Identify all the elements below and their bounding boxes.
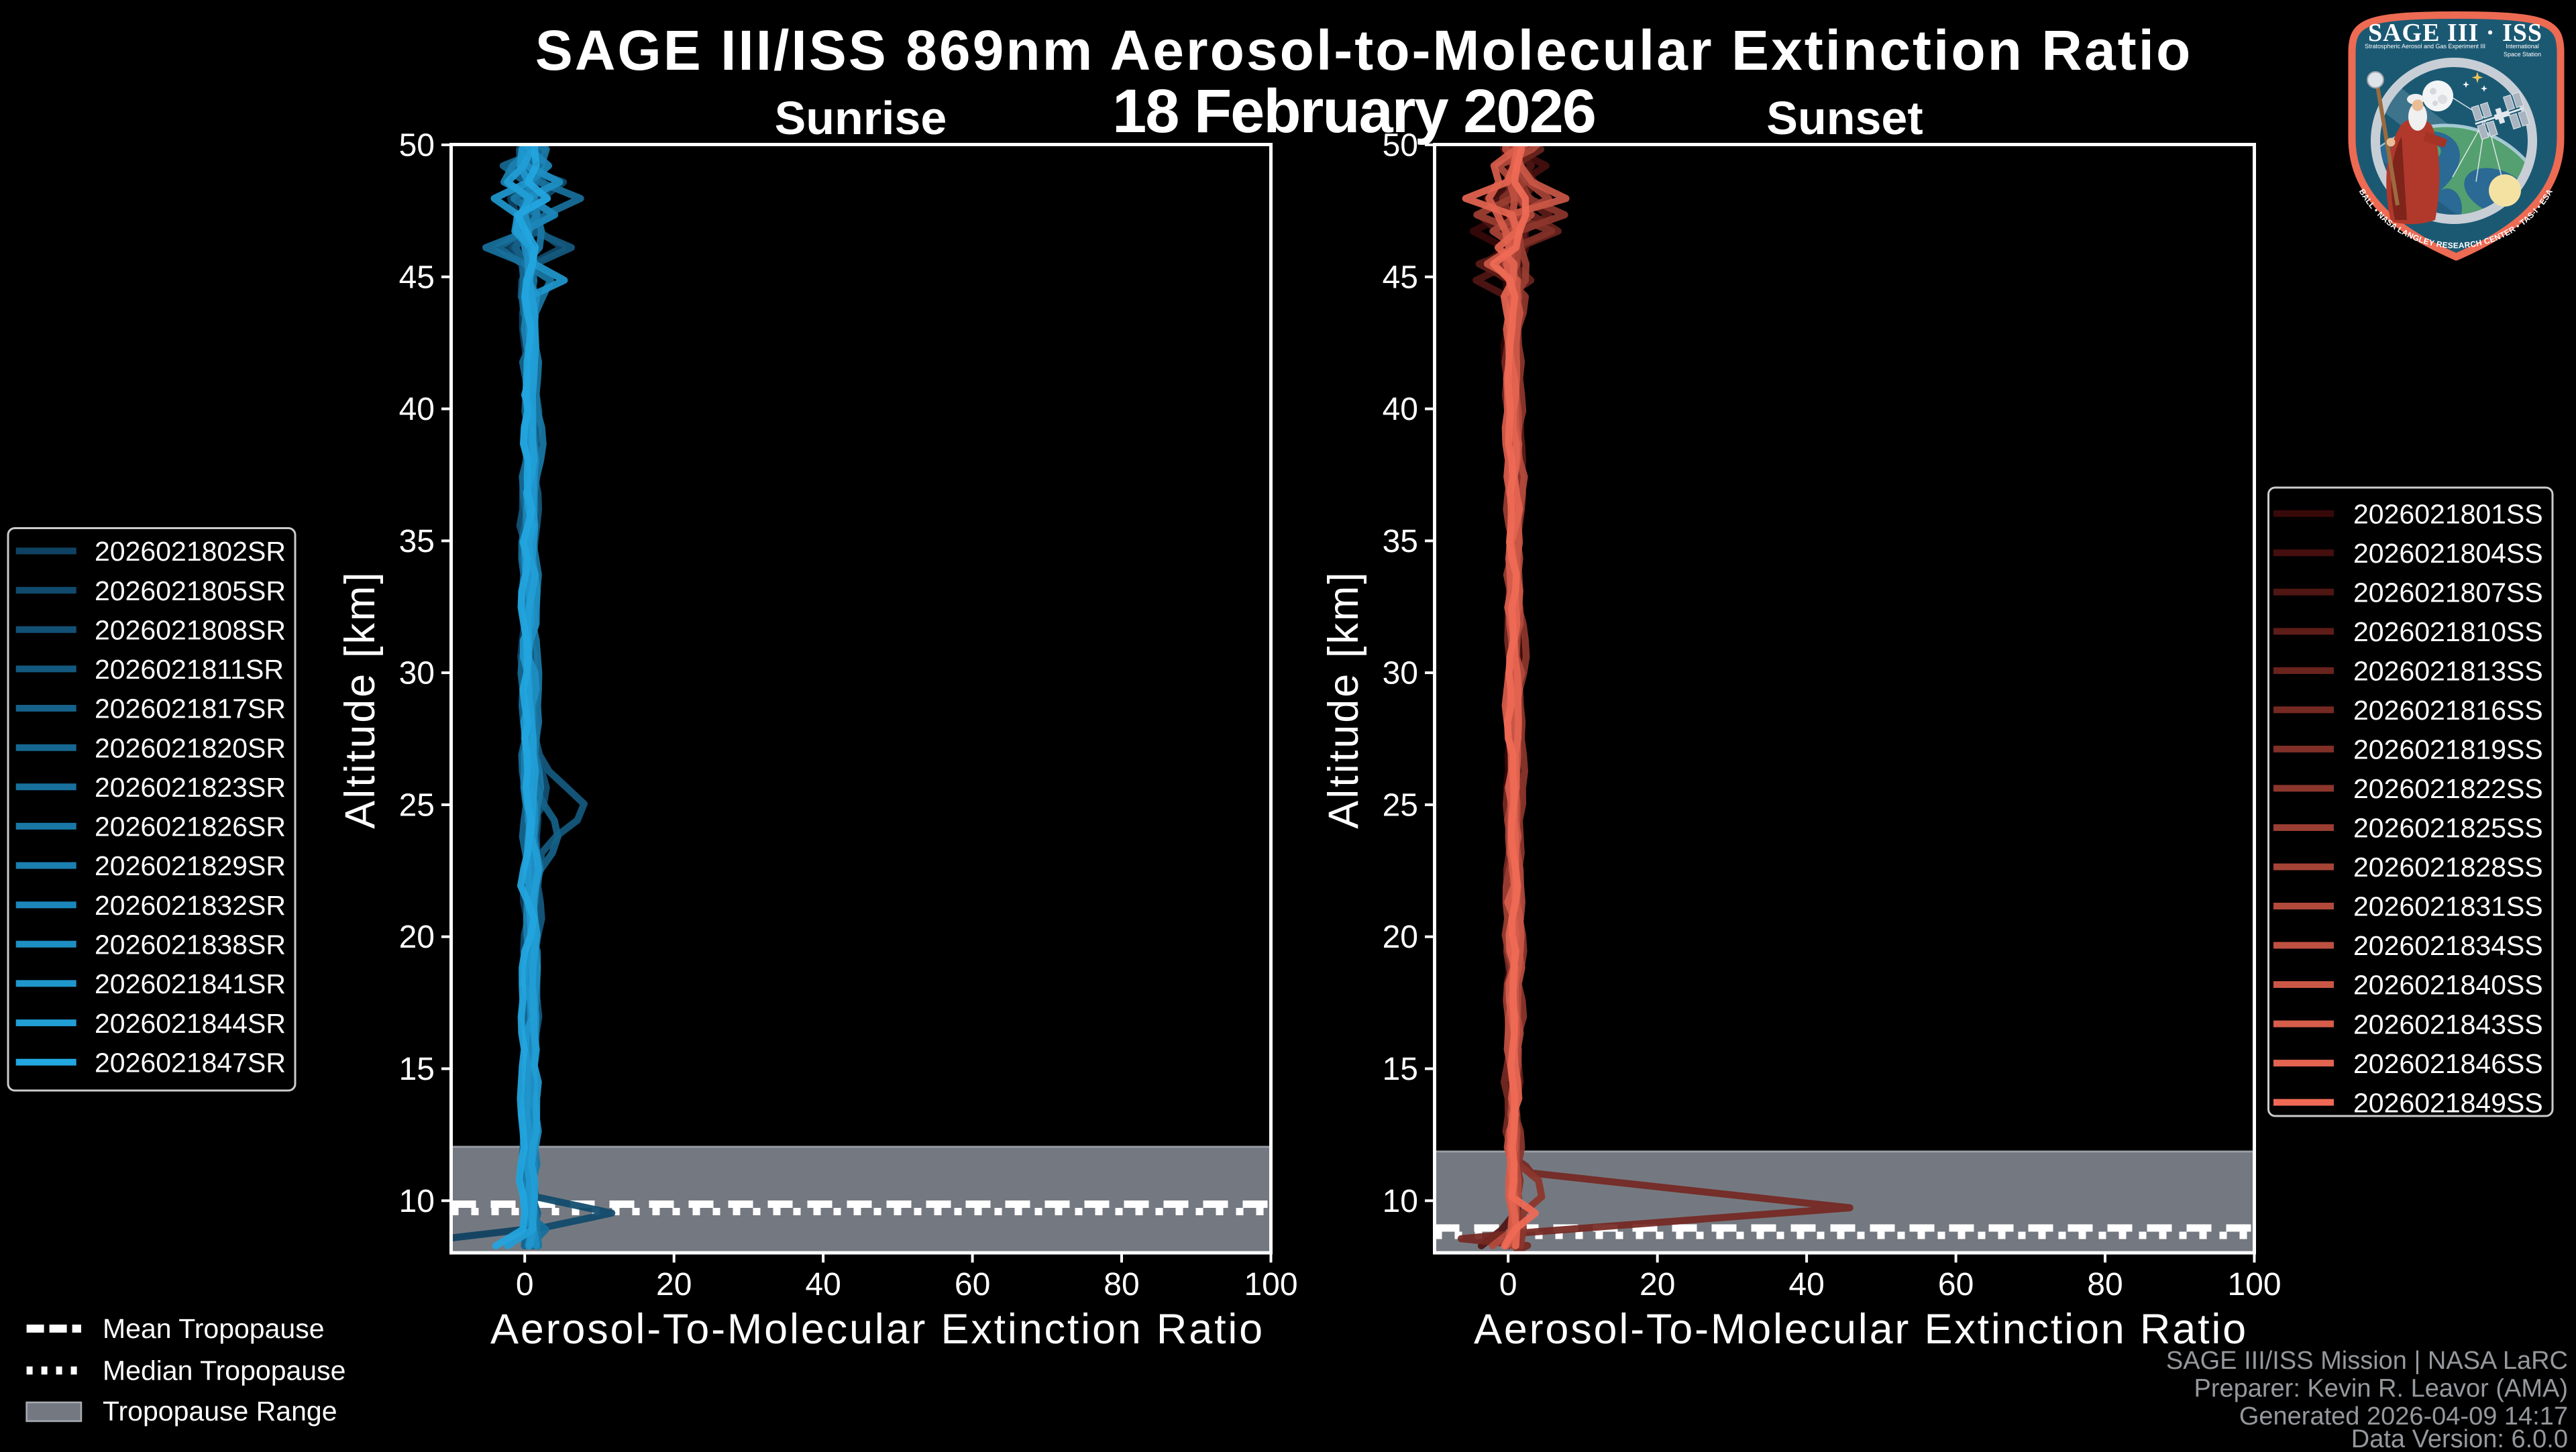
svg-text:2026021805SR: 2026021805SR xyxy=(95,575,286,606)
svg-text:2026021816SS: 2026021816SS xyxy=(2353,695,2543,726)
svg-text:2026021808SR: 2026021808SR xyxy=(95,615,286,646)
svg-text:25: 25 xyxy=(1383,787,1418,823)
svg-text:2026021826SR: 2026021826SR xyxy=(95,812,286,842)
svg-text:60: 60 xyxy=(1938,1267,1974,1302)
svg-text:2026021810SS: 2026021810SS xyxy=(2353,616,2543,647)
svg-text:2026021849SS: 2026021849SS xyxy=(2353,1087,2543,1118)
svg-text:100: 100 xyxy=(2227,1267,2281,1302)
svg-text:Median Tropopause: Median Tropopause xyxy=(103,1355,345,1386)
svg-text:2026021831SS: 2026021831SS xyxy=(2353,891,2543,922)
svg-text:25: 25 xyxy=(399,787,435,823)
svg-text:80: 80 xyxy=(2087,1267,2123,1302)
svg-text:50: 50 xyxy=(399,128,435,164)
svg-text:2026021811SR: 2026021811SR xyxy=(95,654,284,685)
svg-text:10: 10 xyxy=(1383,1184,1418,1219)
svg-text:2026021828SS: 2026021828SS xyxy=(2353,852,2543,883)
svg-text:35: 35 xyxy=(1383,524,1418,559)
svg-text:45: 45 xyxy=(399,260,435,295)
svg-text:2026021807SS: 2026021807SS xyxy=(2353,577,2543,608)
svg-text:0: 0 xyxy=(1499,1267,1517,1302)
svg-text:35: 35 xyxy=(399,524,435,559)
svg-text:15: 15 xyxy=(1383,1052,1418,1087)
svg-text:18 February 2026: 18 February 2026 xyxy=(1112,77,1595,146)
svg-text:2026021846SS: 2026021846SS xyxy=(2353,1048,2543,1079)
svg-text:Preparer: Kevin R. Leavor (AMA: Preparer: Kevin R. Leavor (AMA) xyxy=(2194,1375,2568,1403)
svg-text:2026021819SS: 2026021819SS xyxy=(2353,734,2543,765)
svg-text:Altitude [km]: Altitude [km] xyxy=(337,570,384,829)
svg-text:20: 20 xyxy=(1640,1267,1675,1302)
svg-text:40: 40 xyxy=(805,1267,841,1302)
svg-text:2026021817SR: 2026021817SR xyxy=(95,693,286,724)
svg-text:2026021838SR: 2026021838SR xyxy=(95,930,286,960)
svg-text:SAGE III/ISS 869nm Aerosol-to-: SAGE III/ISS 869nm Aerosol-to-Molecular … xyxy=(535,19,2193,82)
svg-text:2026021847SR: 2026021847SR xyxy=(95,1047,286,1078)
svg-text:20: 20 xyxy=(399,919,435,955)
svg-text:2026021820SR: 2026021820SR xyxy=(95,732,286,763)
svg-text:2026021801SS: 2026021801SS xyxy=(2353,499,2543,530)
svg-text:80: 80 xyxy=(1104,1267,1139,1302)
svg-text:50: 50 xyxy=(1383,128,1418,164)
svg-text:Sunset: Sunset xyxy=(1766,92,1923,144)
svg-text:40: 40 xyxy=(1788,1267,1824,1302)
svg-text:2026021834SS: 2026021834SS xyxy=(2353,930,2543,961)
svg-text:100: 100 xyxy=(1244,1267,1297,1302)
svg-text:10: 10 xyxy=(399,1184,435,1219)
svg-text:Mean Tropopause: Mean Tropopause xyxy=(103,1313,325,1344)
svg-text:2026021804SS: 2026021804SS xyxy=(2353,538,2543,569)
svg-text:Stratospheric Aerosol and Gas: Stratospheric Aerosol and Gas Experiment… xyxy=(2365,43,2485,50)
svg-text:2026021822SS: 2026021822SS xyxy=(2353,773,2543,804)
svg-text:Aerosol-To-Molecular Extinctio: Aerosol-To-Molecular Extinction Ratio xyxy=(1474,1306,2248,1353)
svg-text:30: 30 xyxy=(1383,656,1418,691)
svg-text:Tropopause Range: Tropopause Range xyxy=(103,1396,337,1427)
svg-text:2026021844SR: 2026021844SR xyxy=(95,1008,286,1039)
svg-text:2026021802SR: 2026021802SR xyxy=(95,536,286,567)
svg-text:40: 40 xyxy=(1383,392,1418,427)
svg-text:SAGE III/ISS Mission | NASA La: SAGE III/ISS Mission | NASA LaRC xyxy=(2166,1347,2568,1375)
svg-text:2026021840SS: 2026021840SS xyxy=(2353,970,2543,1001)
svg-text:2026021829SR: 2026021829SR xyxy=(95,850,286,881)
svg-text:2026021841SR: 2026021841SR xyxy=(95,968,286,999)
svg-text:15: 15 xyxy=(399,1052,435,1087)
svg-text:SAGE III · ISS: SAGE III · ISS xyxy=(2368,19,2542,47)
svg-text:2026021832SR: 2026021832SR xyxy=(95,890,286,921)
svg-text:Aerosol-To-Molecular Extinctio: Aerosol-To-Molecular Extinction Ratio xyxy=(490,1306,1265,1353)
svg-text:2026021825SS: 2026021825SS xyxy=(2353,813,2543,844)
svg-text:30: 30 xyxy=(399,656,435,691)
svg-text:2026021813SS: 2026021813SS xyxy=(2353,656,2543,687)
svg-text:45: 45 xyxy=(1383,260,1418,295)
svg-text:Space Station: Space Station xyxy=(2504,51,2541,58)
svg-text:2026021823SR: 2026021823SR xyxy=(95,772,286,803)
svg-text:2026021843SS: 2026021843SS xyxy=(2353,1009,2543,1040)
svg-text:Altitude [km]: Altitude [km] xyxy=(1320,570,1367,829)
svg-text:60: 60 xyxy=(955,1267,990,1302)
svg-text:0: 0 xyxy=(516,1267,534,1302)
svg-text:International: International xyxy=(2506,43,2539,50)
svg-text:20: 20 xyxy=(1383,919,1418,955)
svg-text:20: 20 xyxy=(656,1267,692,1302)
svg-text:Data Version: 6.0.0: Data Version: 6.0.0 xyxy=(2351,1425,2568,1449)
svg-text:Generated 2026-04-09 14:17: Generated 2026-04-09 14:17 xyxy=(2239,1402,2568,1431)
svg-text:40: 40 xyxy=(399,392,435,427)
svg-text:Sunrise: Sunrise xyxy=(775,92,947,144)
